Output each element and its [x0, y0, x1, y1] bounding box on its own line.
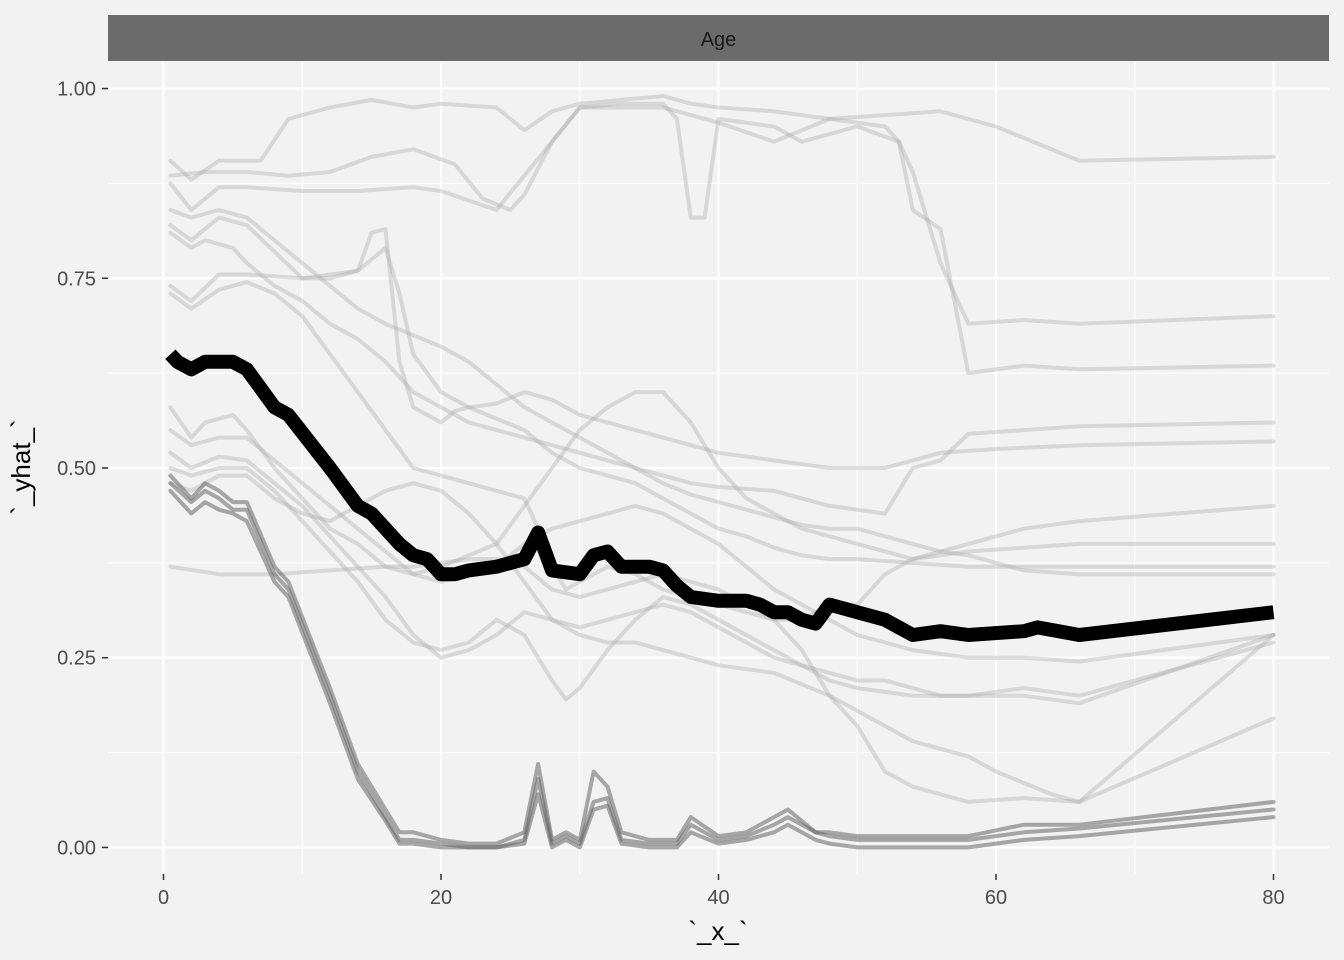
observation-line: [168, 215, 1276, 470]
observation-line: [168, 450, 1276, 706]
x-tick-label: 60: [985, 887, 1007, 909]
y-tick-label: 1.00: [57, 79, 96, 101]
series-layer: [168, 94, 1276, 850]
facet-strip-label: Age: [701, 29, 737, 51]
x-axis-ticks: 0 20 40 60 80: [158, 874, 1285, 909]
observation-line: [168, 557, 1276, 804]
mean-profile-line: [165, 349, 1275, 642]
observation-line: [168, 390, 1276, 577]
observation-line: [168, 473, 1276, 846]
x-tick-label: 80: [1262, 887, 1284, 909]
observation-line: [168, 488, 1276, 850]
observation-line: [168, 230, 1276, 516]
observation-line: [168, 208, 1276, 577]
observation-line: [168, 280, 1276, 622]
y-tick-label: 0.00: [57, 837, 96, 859]
observation-line: [168, 245, 1276, 569]
y-tick-label: 0.50: [57, 458, 96, 480]
y-axis-title: `_yhat_`: [6, 419, 36, 514]
x-tick-label: 20: [430, 887, 452, 909]
x-tick-label: 40: [707, 887, 729, 909]
observation-line: [168, 105, 1276, 376]
observation-line: [168, 94, 1276, 182]
observation-line: [168, 101, 1276, 326]
observation-line: [168, 428, 1276, 664]
observation-line: [168, 473, 1276, 804]
y-tick-label: 0.75: [57, 268, 96, 290]
grid: [108, 62, 1329, 874]
facet-strip: [108, 15, 1329, 61]
mean-layer: [165, 349, 1275, 642]
x-tick-label: 0: [158, 887, 169, 909]
observation-line: [168, 466, 1276, 702]
x-axis-title: `_x_`: [688, 916, 747, 946]
y-axis-ticks: 0.00 0.25 0.50 0.75 1.00: [57, 79, 108, 859]
y-tick-label: 0.25: [57, 648, 96, 670]
